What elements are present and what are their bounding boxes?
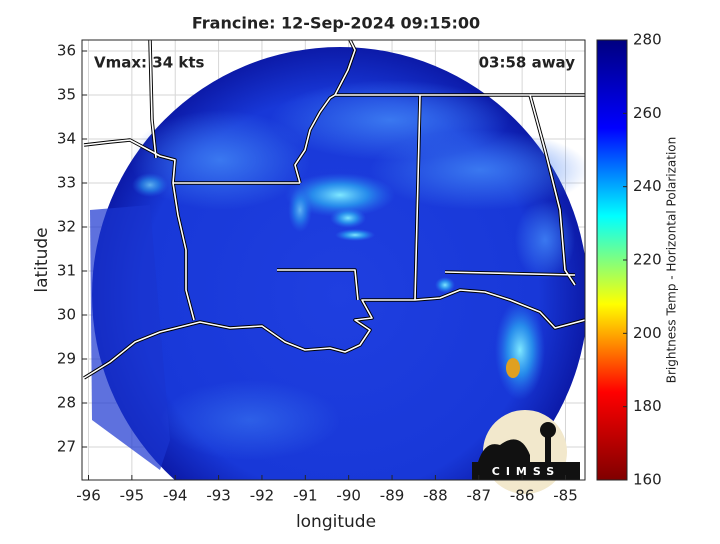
x-tick-label: -92	[250, 487, 275, 505]
chart-title: Francine: 12-Sep-2024 09:15:00	[192, 14, 480, 33]
x-tick-label: -90	[336, 487, 361, 505]
y-tick-label: 31	[57, 262, 76, 280]
x-tick-label: -91	[293, 487, 318, 505]
y-tick-label: 28	[57, 394, 76, 412]
y-tick-label: 29	[57, 350, 76, 368]
coastlines	[83, 40, 585, 380]
x-tick-label: -94	[163, 487, 188, 505]
colorbar-tick-label: 240	[633, 177, 662, 195]
x-tick-label: -85	[553, 487, 578, 505]
axes-frame	[81, 39, 586, 481]
colorbar-tick-label: 180	[633, 397, 662, 415]
y-tick-label: 27	[57, 438, 76, 456]
logo-text: CIMSS	[492, 465, 560, 478]
colorbar-tick-label: 200	[633, 324, 662, 342]
annotation: 03:58 away	[479, 54, 576, 72]
y-tick-label: 32	[57, 218, 76, 236]
x-tick-label: -87	[467, 487, 492, 505]
x-tick-label: -88	[423, 487, 448, 505]
x-tick-label: -93	[206, 487, 231, 505]
x-tick-label: -96	[76, 487, 101, 505]
x-tick-label: -86	[510, 487, 535, 505]
y-axis-label: latitude	[32, 227, 52, 292]
colorbar-tick-label: 260	[633, 104, 662, 122]
annotation: Vmax: 34 kts	[94, 54, 204, 72]
y-tick-label: 35	[57, 86, 76, 104]
x-axis-label: longitude	[296, 512, 376, 532]
logo: CIMSS	[472, 410, 580, 494]
colorbar-tick-label: 160	[633, 471, 662, 489]
y-tick-label: 34	[57, 130, 76, 148]
y-tick-label: 33	[57, 174, 76, 192]
colorbar	[596, 39, 628, 481]
colorbar-tick-label: 280	[633, 31, 662, 49]
satellite-image	[90, 47, 585, 480]
x-tick-label: -89	[380, 487, 405, 505]
y-tick-label: 36	[57, 42, 76, 60]
colorbar-label: Brightness Temp - Horizontal Polarizatio…	[665, 137, 679, 384]
y-tick-label: 30	[57, 306, 76, 324]
x-tick-label: -95	[120, 487, 145, 505]
colorbar-tick-label: 220	[633, 251, 662, 269]
